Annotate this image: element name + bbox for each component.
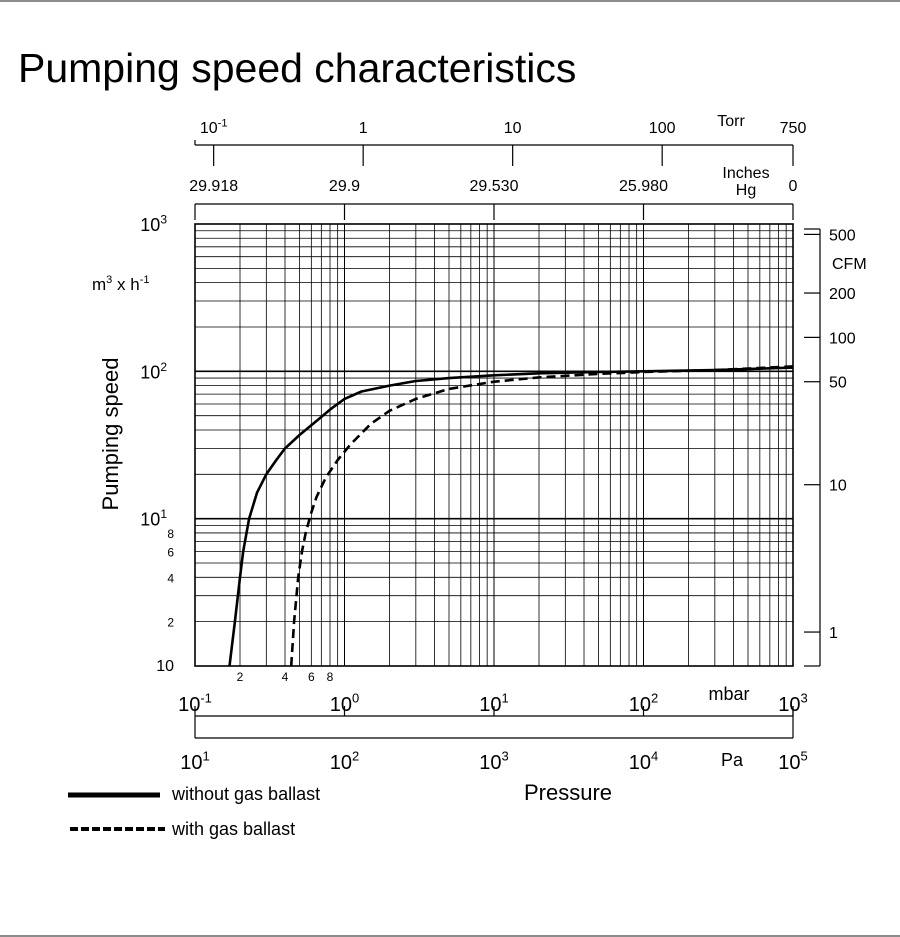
cfm-tick-label: 10 (829, 478, 847, 495)
inhg-tick-label: 29.9 (329, 178, 360, 195)
pa-unit-label: Pa (721, 750, 744, 770)
cfm-tick-label: 200 (829, 286, 856, 303)
inhg-tick-label: 29.530 (470, 178, 519, 195)
cfm-tick-label: 1 (829, 625, 838, 642)
y-tick-label: 102 (140, 360, 167, 383)
pa-tick-label: 101 (180, 749, 209, 774)
mbar-minor-label: 6 (308, 670, 315, 684)
torr-tick-label: 1 (359, 120, 368, 137)
legend-label-dashed: with gas ballast (171, 819, 295, 839)
cfm-tick-label: 50 (829, 375, 847, 392)
inhg-tick-label: 29.918 (189, 178, 238, 195)
axes-layer (194, 140, 821, 739)
inhg-tick-label: 0 (789, 178, 798, 195)
bottom-rule (0, 935, 900, 937)
grid-layer (194, 223, 794, 667)
y-minor-label: 8 (167, 527, 174, 541)
cfm-tick-label: 500 (829, 227, 856, 244)
pa-tick-label: 102 (330, 749, 359, 774)
series-line-with-gas-ballast (289, 365, 794, 667)
y-tick-label: 101 (140, 507, 167, 530)
y-axis-title: Pumping speed (98, 358, 123, 511)
top-rule (0, 0, 900, 2)
cfm-unit-label: CFM (832, 256, 867, 273)
y-minor-label: 2 (167, 616, 174, 630)
plot-frame (194, 223, 794, 667)
series-layer (228, 365, 794, 667)
mbar-tick-label: 102 (629, 691, 658, 716)
legend: without gas ballast with gas ballast (68, 784, 320, 839)
mbar-unit-label: mbar (708, 684, 749, 704)
torr-tick-label: 10 (504, 120, 522, 137)
y-unit-label: m3 x h-1 (92, 274, 149, 294)
inhg-unit-line2: Hg (736, 182, 756, 199)
y-minor-label: 6 (167, 545, 174, 559)
mbar-minor-label: 2 (237, 670, 244, 684)
legend-label-solid: without gas ballast (171, 784, 320, 804)
y-minor-label: 4 (167, 571, 174, 585)
mbar-tick-label: 103 (778, 691, 807, 716)
series-line-without-gas-ballast (228, 366, 794, 667)
torr-tick-label: 100 (649, 120, 676, 137)
torr-tick-label: 750 (780, 120, 807, 137)
torr-tick-label: 10-1 (200, 117, 228, 137)
inhg-tick-label: 25.980 (619, 178, 668, 195)
inhg-unit-line1: Inches (722, 165, 769, 182)
y-tick-label: 103 (140, 212, 167, 235)
cfm-tick-label: 100 (829, 330, 856, 347)
pa-tick-label: 103 (479, 749, 508, 774)
mbar-minor-label: 4 (282, 670, 289, 684)
pa-tick-label: 104 (629, 749, 658, 774)
pa-tick-label: 105 (778, 749, 807, 774)
mbar-minor-label: 8 (327, 670, 334, 684)
torr-unit-label: Torr (717, 113, 745, 130)
mbar-tick-label: 10-1 (178, 691, 212, 716)
y-minor-label: 10 (156, 658, 174, 675)
chart-title: Pumping speed characteristics (18, 45, 576, 91)
x-axis-title: Pressure (524, 780, 612, 805)
mbar-tick-label: 100 (330, 691, 359, 716)
mbar-tick-label: 101 (479, 691, 508, 716)
